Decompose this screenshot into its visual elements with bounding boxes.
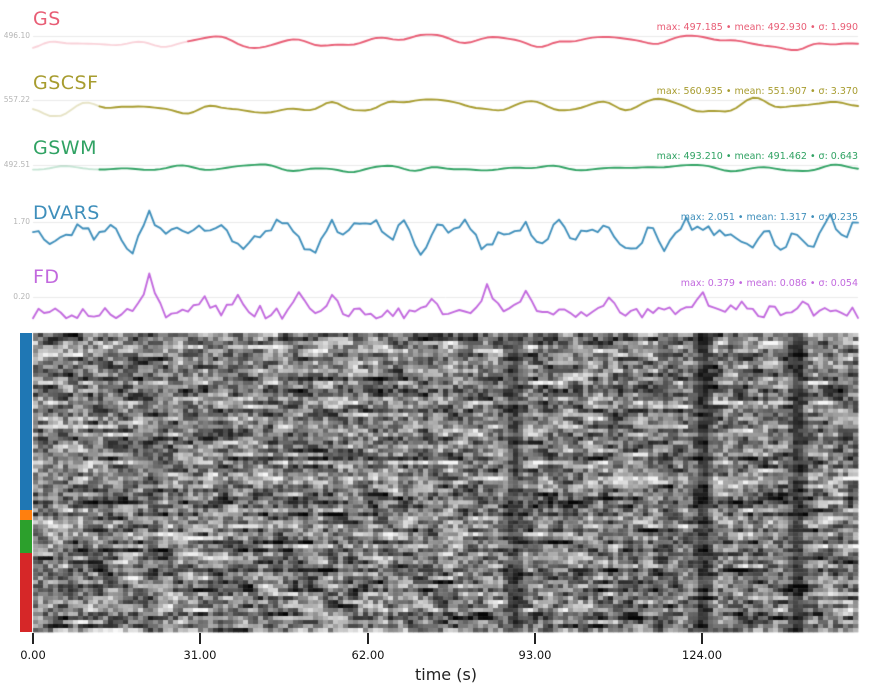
- xtick-mark-0: [32, 633, 34, 644]
- xtick-label-2: 62.00: [351, 648, 385, 662]
- stats-fd: max: 0.379 • mean: 0.086 • σ: 0.054: [680, 278, 858, 289]
- xtick-label-0: 0.00: [20, 648, 46, 662]
- xtick-mark-2: [367, 633, 369, 644]
- xtick-mark-4: [701, 633, 703, 644]
- xtick-label-1: 31.00: [183, 648, 217, 662]
- xtick-label-4: 124.00: [681, 648, 723, 662]
- carpet-legend-segment-blue: [20, 333, 32, 510]
- ytick-gs: 496.10: [3, 31, 30, 40]
- trace-label-gs: GS: [33, 8, 61, 30]
- ytick-gscsf: 557.22: [3, 95, 30, 104]
- trace-label-gswm: GSWM: [33, 137, 97, 159]
- xtick-mark-3: [534, 633, 536, 644]
- stats-gswm: max: 493.210 • mean: 491.462 • σ: 0.643: [656, 151, 858, 162]
- ytick-dvars: 1.70: [13, 217, 30, 226]
- stats-gscsf: max: 560.935 • mean: 551.907 • σ: 3.370: [656, 86, 858, 97]
- carpet-legend-segment-green: [20, 519, 32, 553]
- xaxis-title: time (s): [414, 665, 478, 683]
- ytick-gswm: 492.51: [3, 160, 30, 169]
- carpet-legend-segment-orange: [20, 510, 32, 520]
- ytick-fd: 0.20: [13, 292, 30, 301]
- trace-label-gscsf: GSCSF: [33, 72, 99, 94]
- stats-gs: max: 497.185 • mean: 492.930 • σ: 1.990: [656, 22, 858, 33]
- trace-label-dvars: DVARS: [33, 202, 100, 224]
- xtick-label-3: 93.00: [518, 648, 552, 662]
- trace-label-fd: FD: [33, 266, 60, 288]
- carpet-legend-segment-red: [20, 552, 32, 632]
- xtick-mark-1: [199, 633, 201, 644]
- stats-dvars: max: 2.051 • mean: 1.317 • σ: 0.235: [680, 212, 858, 223]
